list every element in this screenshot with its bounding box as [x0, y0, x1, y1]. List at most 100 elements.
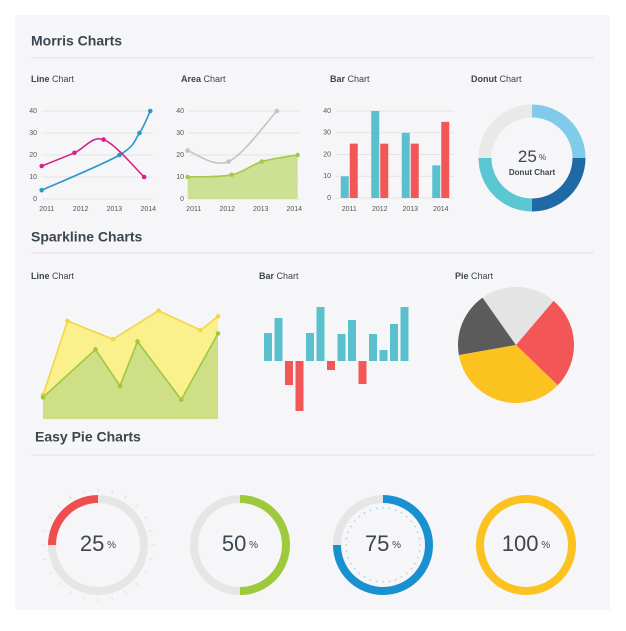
x-tick-label: 2013	[402, 206, 418, 213]
scale-tick	[124, 495, 127, 500]
point	[101, 137, 106, 142]
line	[42, 309, 219, 396]
scale-dot	[375, 507, 378, 510]
bar	[432, 165, 441, 198]
scale-dot	[345, 544, 347, 546]
scale-tick	[42, 558, 47, 561]
x-tick-label: 2011	[39, 206, 54, 213]
point	[198, 327, 203, 333]
scale-tick	[111, 596, 114, 601]
line	[41, 138, 145, 178]
chart-title: Pie Chart	[455, 271, 494, 281]
point	[137, 130, 142, 136]
scale-dot	[375, 580, 378, 583]
bar	[340, 176, 349, 198]
scale-dot	[382, 507, 384, 509]
scale-dot	[358, 572, 361, 575]
point	[178, 397, 184, 402]
chart-title: Line Chart	[31, 271, 75, 281]
point	[185, 174, 190, 180]
bar	[295, 361, 304, 411]
point	[117, 152, 122, 158]
scale-dot	[410, 520, 413, 523]
bar	[390, 324, 398, 361]
point	[93, 347, 98, 352]
x-tick-label: 2011	[186, 206, 201, 213]
scale-dot	[347, 556, 350, 559]
scale-dot	[414, 562, 416, 565]
y-tick-label: 30	[323, 130, 331, 137]
point	[65, 318, 70, 324]
value-label: 75 %	[365, 531, 401, 556]
bar	[371, 111, 380, 198]
area	[187, 155, 298, 199]
scale-tick	[135, 504, 139, 508]
y-tick-label: 0	[327, 195, 331, 202]
scale-dot	[419, 544, 421, 546]
point	[229, 172, 234, 178]
scale-dot	[388, 580, 391, 583]
y-tick-label: 20	[176, 152, 184, 159]
scale-dot	[350, 525, 352, 528]
y-tick-label: 0	[180, 196, 184, 203]
progress-arc	[476, 495, 576, 596]
pie-slice	[458, 345, 558, 403]
point	[39, 163, 44, 169]
donut-segment	[531, 157, 586, 212]
pie-slice	[516, 300, 574, 386]
scale-dot	[410, 567, 413, 570]
bar	[327, 361, 335, 370]
scale-dot	[358, 515, 361, 518]
scale-tick	[149, 558, 154, 561]
scale-dot	[394, 509, 397, 512]
bar	[369, 334, 377, 361]
pie-slice	[482, 286, 554, 345]
x-tick-label: 2012	[372, 206, 388, 213]
scale-tick	[69, 495, 72, 500]
chart-title: Bar Chart	[330, 74, 370, 84]
point	[147, 108, 153, 114]
donut-segment	[478, 104, 533, 159]
bar	[316, 307, 325, 361]
line	[187, 154, 298, 178]
x-tick-label: 2013	[107, 206, 123, 213]
chart-title: Donut Chart	[471, 74, 522, 84]
donut-value-label: 25 %	[518, 147, 546, 166]
point	[141, 174, 147, 180]
bar	[349, 143, 358, 198]
scale-tick	[82, 489, 85, 494]
y-tick-label: 40	[323, 108, 331, 115]
bar	[306, 333, 314, 361]
y-tick-label: 10	[29, 174, 37, 181]
scale-tick	[124, 590, 127, 595]
scale-dot	[388, 507, 391, 510]
y-tick-label: 20	[323, 151, 331, 158]
point	[259, 159, 265, 164]
point	[274, 108, 280, 114]
x-tick-label: 2012	[73, 206, 89, 213]
chart-title: Line Chart	[31, 74, 75, 84]
point	[110, 336, 116, 342]
bar	[410, 143, 419, 198]
x-tick-label: 2014	[433, 206, 449, 213]
chart-title: Area Chart	[181, 74, 226, 84]
scale-dot	[394, 578, 397, 581]
scale-dot	[400, 512, 403, 514]
scale-tick	[111, 489, 114, 494]
value-label: 25 %	[80, 531, 116, 556]
point	[39, 187, 44, 193]
y-tick-label: 0	[33, 196, 37, 203]
progress-arc	[239, 495, 290, 595]
donut-segment	[478, 157, 533, 212]
point	[117, 383, 123, 389]
x-tick-label: 2013	[253, 206, 269, 213]
scale-tick	[149, 529, 154, 532]
point	[40, 395, 46, 400]
scale-dot	[400, 576, 403, 578]
point	[215, 314, 221, 319]
scale-tick	[143, 516, 148, 519]
chart-title: Bar Chart	[259, 271, 299, 281]
value-label: 50 %	[222, 531, 258, 556]
scale-dot	[405, 572, 408, 575]
